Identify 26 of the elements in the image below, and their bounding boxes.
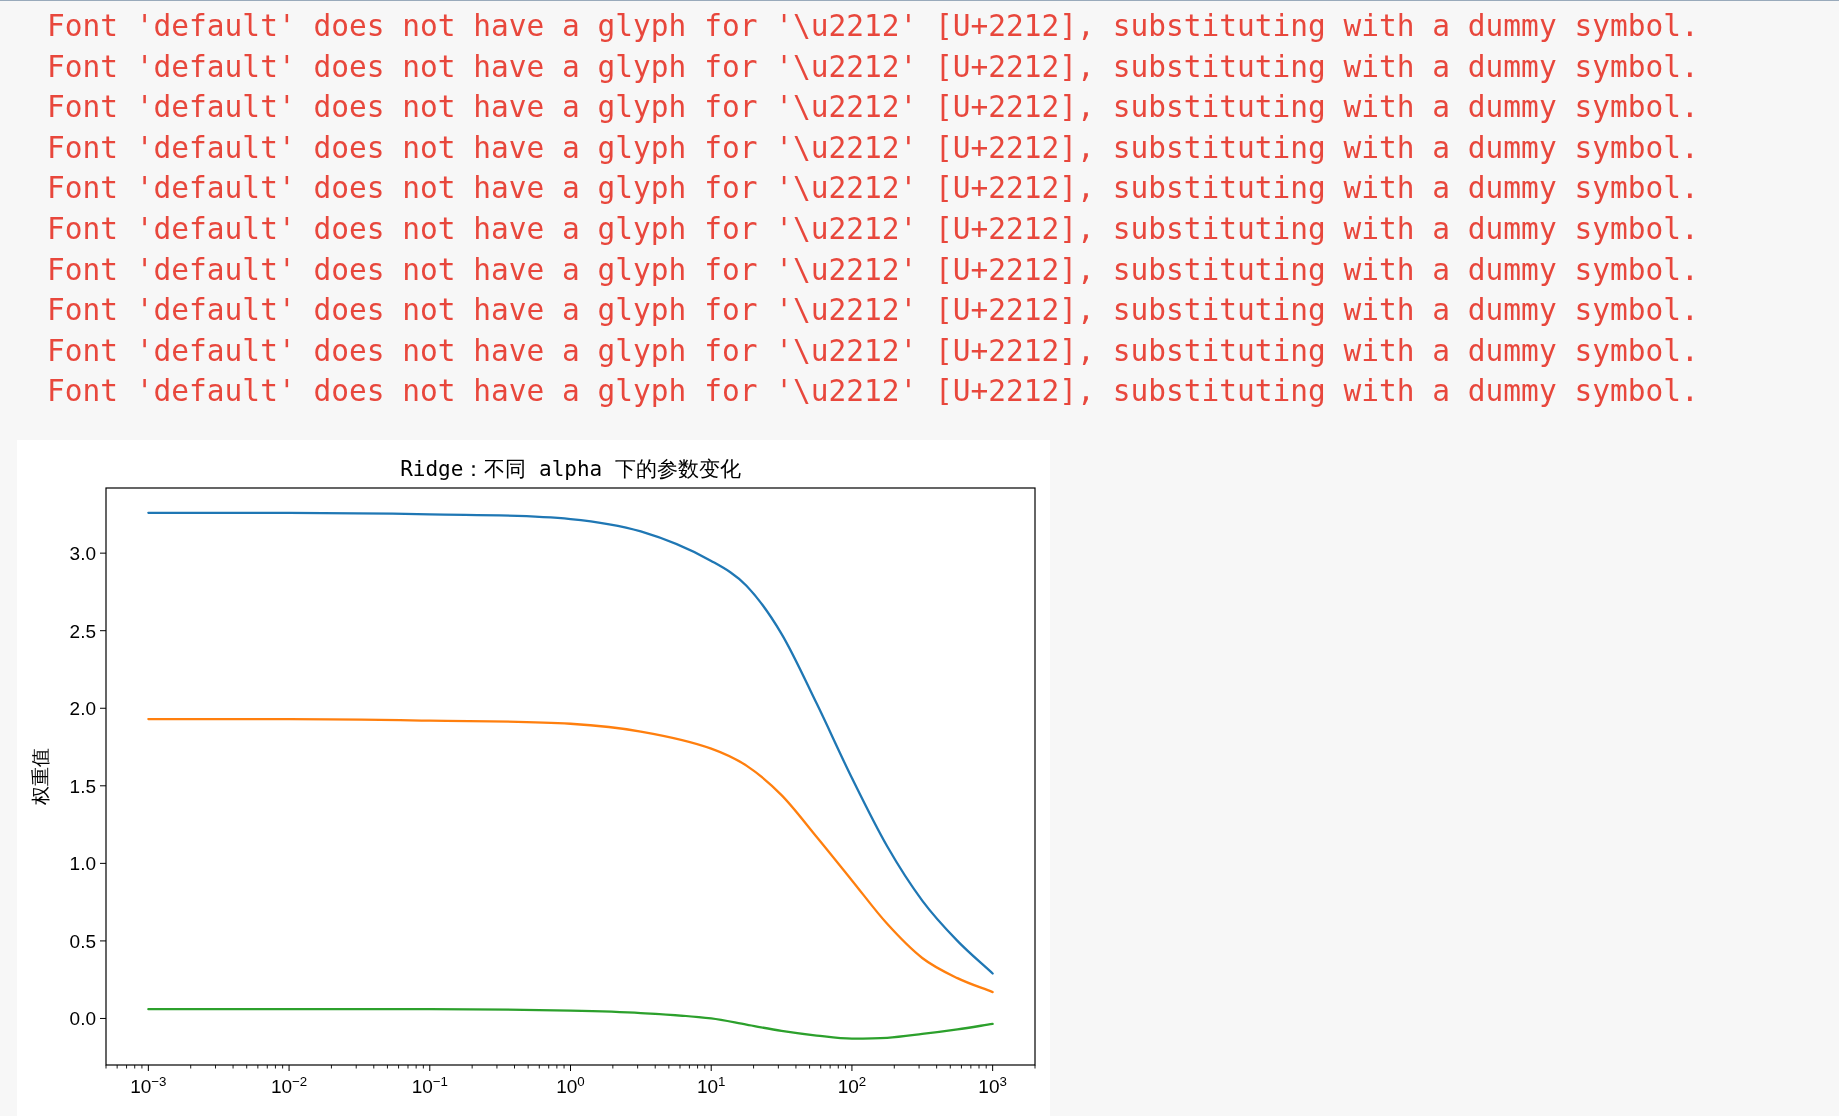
- y-axis-title: 权重值: [30, 748, 51, 806]
- text: Font 'default' does not have a glyph for '\u2212' [U+2212], substituting with a dummy symbol.: [47, 171, 1699, 206]
- y-tick-label: 1.5: [69, 775, 96, 797]
- text: Font 'default' does not have a glyph for '\u2212' [U+2212], substituting with a dummy symbol.: [47, 9, 1699, 43]
- text: Font 'default' does not have a glyph for '\u2212' [U+2212], substituting with a dummy symbol.: [47, 49, 1699, 84]
- x-tick-label: 10$^{1}$: [696, 1073, 726, 1097]
- y-tick-label: 0.5: [69, 930, 96, 952]
- x-tick-label: 10$^{−3}$: [130, 1073, 167, 1097]
- text: Font 'default' does not have a glyph for '\u2212' [U+2212], substituting with a dummy symbol.: [47, 90, 1699, 125]
- x-tick-label: 10$^{−1}$: [411, 1073, 448, 1097]
- text: Font 'default' does not have a glyph for '\u2212' [U+2212], substituting with a dummy symbol.: [47, 212, 1699, 246]
- y-tick-label: 2.0: [69, 698, 96, 720]
- text: Font 'default' does not have a glyph for '\u2212' [U+2212], substituting with a dummy symbol.: [47, 130, 1699, 165]
- text: Font 'default' does not have a glyph for '\u2212' [U+2212], substituting with a dummy symbol.: [47, 333, 1699, 368]
- chart-title: Ridge：不同 alpha 下的参数变化: [400, 457, 741, 481]
- text: Font 'default' does not have a glyph for '\u2212' [U+2212], substituting with a dummy symbol.: [47, 374, 1699, 409]
- y-tick-label: 2.5: [69, 620, 96, 642]
- y-tick-label: 3.0: [69, 543, 96, 565]
- text: Font 'default' does not have a glyph for '\u2212' [U+2212], substituting with a dummy symbol.: [47, 252, 1699, 287]
- x-tick-label: 10$^{0}$: [556, 1073, 585, 1097]
- y-tick-label: 0.0: [69, 1008, 96, 1030]
- text: Font 'default' does not have a glyph for '\u2212' [U+2212], substituting with a dummy symbol.: [47, 293, 1699, 328]
- y-tick-label: 1.0: [69, 853, 96, 875]
- x-tick-label: 10$^{3}$: [978, 1073, 1007, 1097]
- x-tick-label: 10$^{−2}$: [270, 1073, 308, 1097]
- x-tick-label: 10$^{2}$: [837, 1073, 867, 1097]
